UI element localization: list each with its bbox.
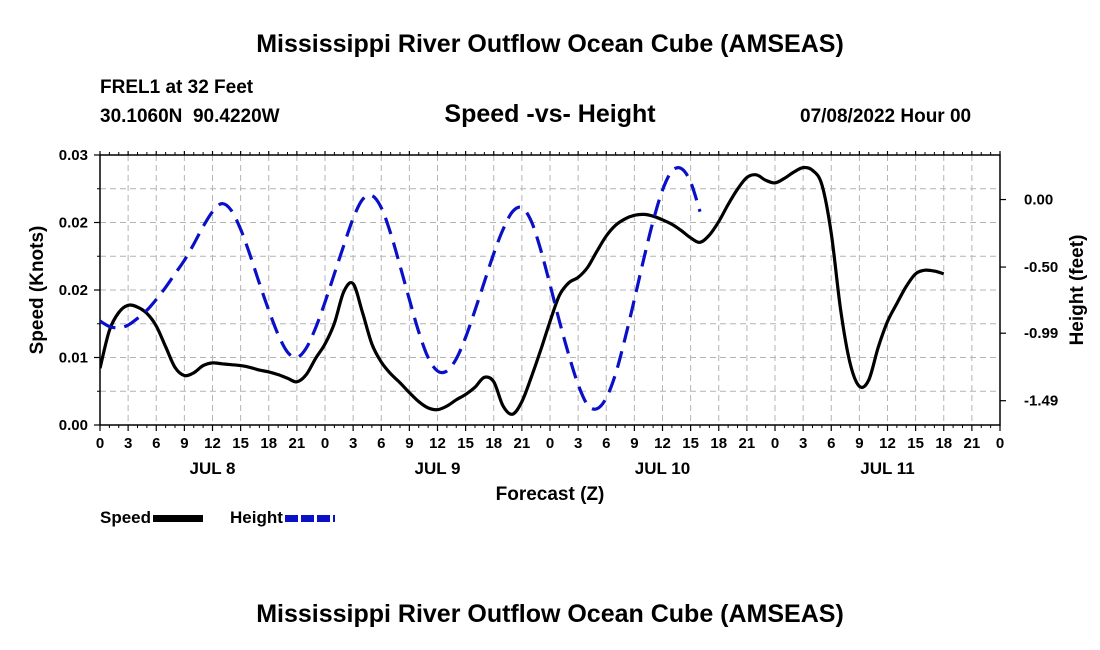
y-tick-label: 0.00 xyxy=(59,417,88,434)
x-axis-title: Forecast (Z) xyxy=(496,484,605,505)
x-tick-label: 12 xyxy=(429,435,446,452)
x-tick-label: 15 xyxy=(682,435,699,452)
x-tick-label: 0 xyxy=(321,435,329,452)
x-tick-label: 21 xyxy=(514,435,531,452)
y2-tick-label: -0.99 xyxy=(1024,325,1058,342)
speed-series-line xyxy=(100,165,945,416)
x-tick-label: 15 xyxy=(457,435,474,452)
x-tick-label: 21 xyxy=(289,435,306,452)
x-tick-label: 15 xyxy=(232,435,249,452)
x-tick-label: 12 xyxy=(654,435,671,452)
y-tick-label: 0.02 xyxy=(59,215,88,232)
y2-axis-title: Height (feet) xyxy=(1067,235,1088,346)
x-tick-label: 0 xyxy=(96,435,104,452)
x-tick-label: 18 xyxy=(485,435,502,452)
x-tick-label: 9 xyxy=(180,435,188,452)
chart-subtitle: Speed -vs- Height xyxy=(444,100,656,128)
legend-speed-label: Speed xyxy=(100,508,152,527)
x-day-label: JUL 10 xyxy=(635,459,690,478)
y2-tick-label: -0.50 xyxy=(1024,259,1058,276)
x-tick-label: 6 xyxy=(152,435,160,452)
x-tick-label: 12 xyxy=(204,435,221,452)
legend-height-label: Height xyxy=(230,508,283,527)
x-day-label: JUL 11 xyxy=(860,459,915,478)
x-tick-label: 21 xyxy=(739,435,756,452)
x-tick-label: 6 xyxy=(377,435,385,452)
x-tick-label: 21 xyxy=(964,435,981,452)
x-tick-label: 9 xyxy=(855,435,863,452)
x-tick-label: 6 xyxy=(827,435,835,452)
x-day-label: JUL 9 xyxy=(415,459,461,478)
x-tick-label: 18 xyxy=(935,435,952,452)
x-tick-label: 0 xyxy=(771,435,779,452)
legend-height-swatch xyxy=(284,514,335,522)
x-tick-label: 6 xyxy=(602,435,610,452)
legend-speed-swatch xyxy=(153,514,204,522)
x-tick-label: 9 xyxy=(405,435,413,452)
forecast-datetime: 07/08/2022 Hour 00 xyxy=(800,106,972,127)
x-tick-label: 3 xyxy=(574,435,582,452)
x-tick-label: 15 xyxy=(907,435,924,452)
y-axis-title: Speed (Knots) xyxy=(27,226,48,355)
x-tick-label: 3 xyxy=(124,435,132,452)
y2-tick-label: -1.49 xyxy=(1024,393,1058,410)
x-tick-label: 3 xyxy=(799,435,807,452)
footer-title: Mississippi River Outflow Ocean Cube (AM… xyxy=(256,600,844,628)
x-day-label: JUL 8 xyxy=(190,459,236,478)
chart-title: Mississippi River Outflow Ocean Cube (AM… xyxy=(256,30,844,58)
x-tick-label: 18 xyxy=(260,435,277,452)
x-tick-label: 18 xyxy=(710,435,727,452)
x-tick-label: 0 xyxy=(546,435,554,452)
legend-height: Height xyxy=(230,508,335,528)
y-tick-label: 0.02 xyxy=(59,282,88,299)
x-tick-label: 3 xyxy=(349,435,357,452)
height-series-line xyxy=(100,166,702,411)
x-tick-label: 0 xyxy=(996,435,1004,452)
legend-speed: Speed xyxy=(100,508,204,528)
y-tick-label: 0.03 xyxy=(59,147,88,164)
x-tick-label: 9 xyxy=(630,435,638,452)
coordinates-label: 30.1060N 90.4220W xyxy=(100,106,280,127)
y2-tick-label: 0.00 xyxy=(1024,192,1053,209)
y-tick-label: 0.01 xyxy=(59,350,88,367)
station-label: FREL1 at 32 Feet xyxy=(100,77,254,98)
x-tick-label: 12 xyxy=(879,435,896,452)
